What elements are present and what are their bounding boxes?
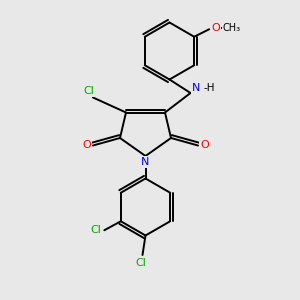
Text: O: O bbox=[212, 23, 220, 33]
Text: N: N bbox=[192, 83, 200, 94]
Text: O: O bbox=[200, 140, 209, 151]
Text: Cl: Cl bbox=[83, 86, 94, 96]
Text: N: N bbox=[141, 157, 150, 167]
Text: Cl: Cl bbox=[136, 258, 146, 268]
Text: Cl: Cl bbox=[91, 225, 101, 235]
Text: CH₃: CH₃ bbox=[223, 23, 241, 33]
Text: O: O bbox=[82, 140, 91, 151]
Text: -H: -H bbox=[203, 83, 215, 94]
